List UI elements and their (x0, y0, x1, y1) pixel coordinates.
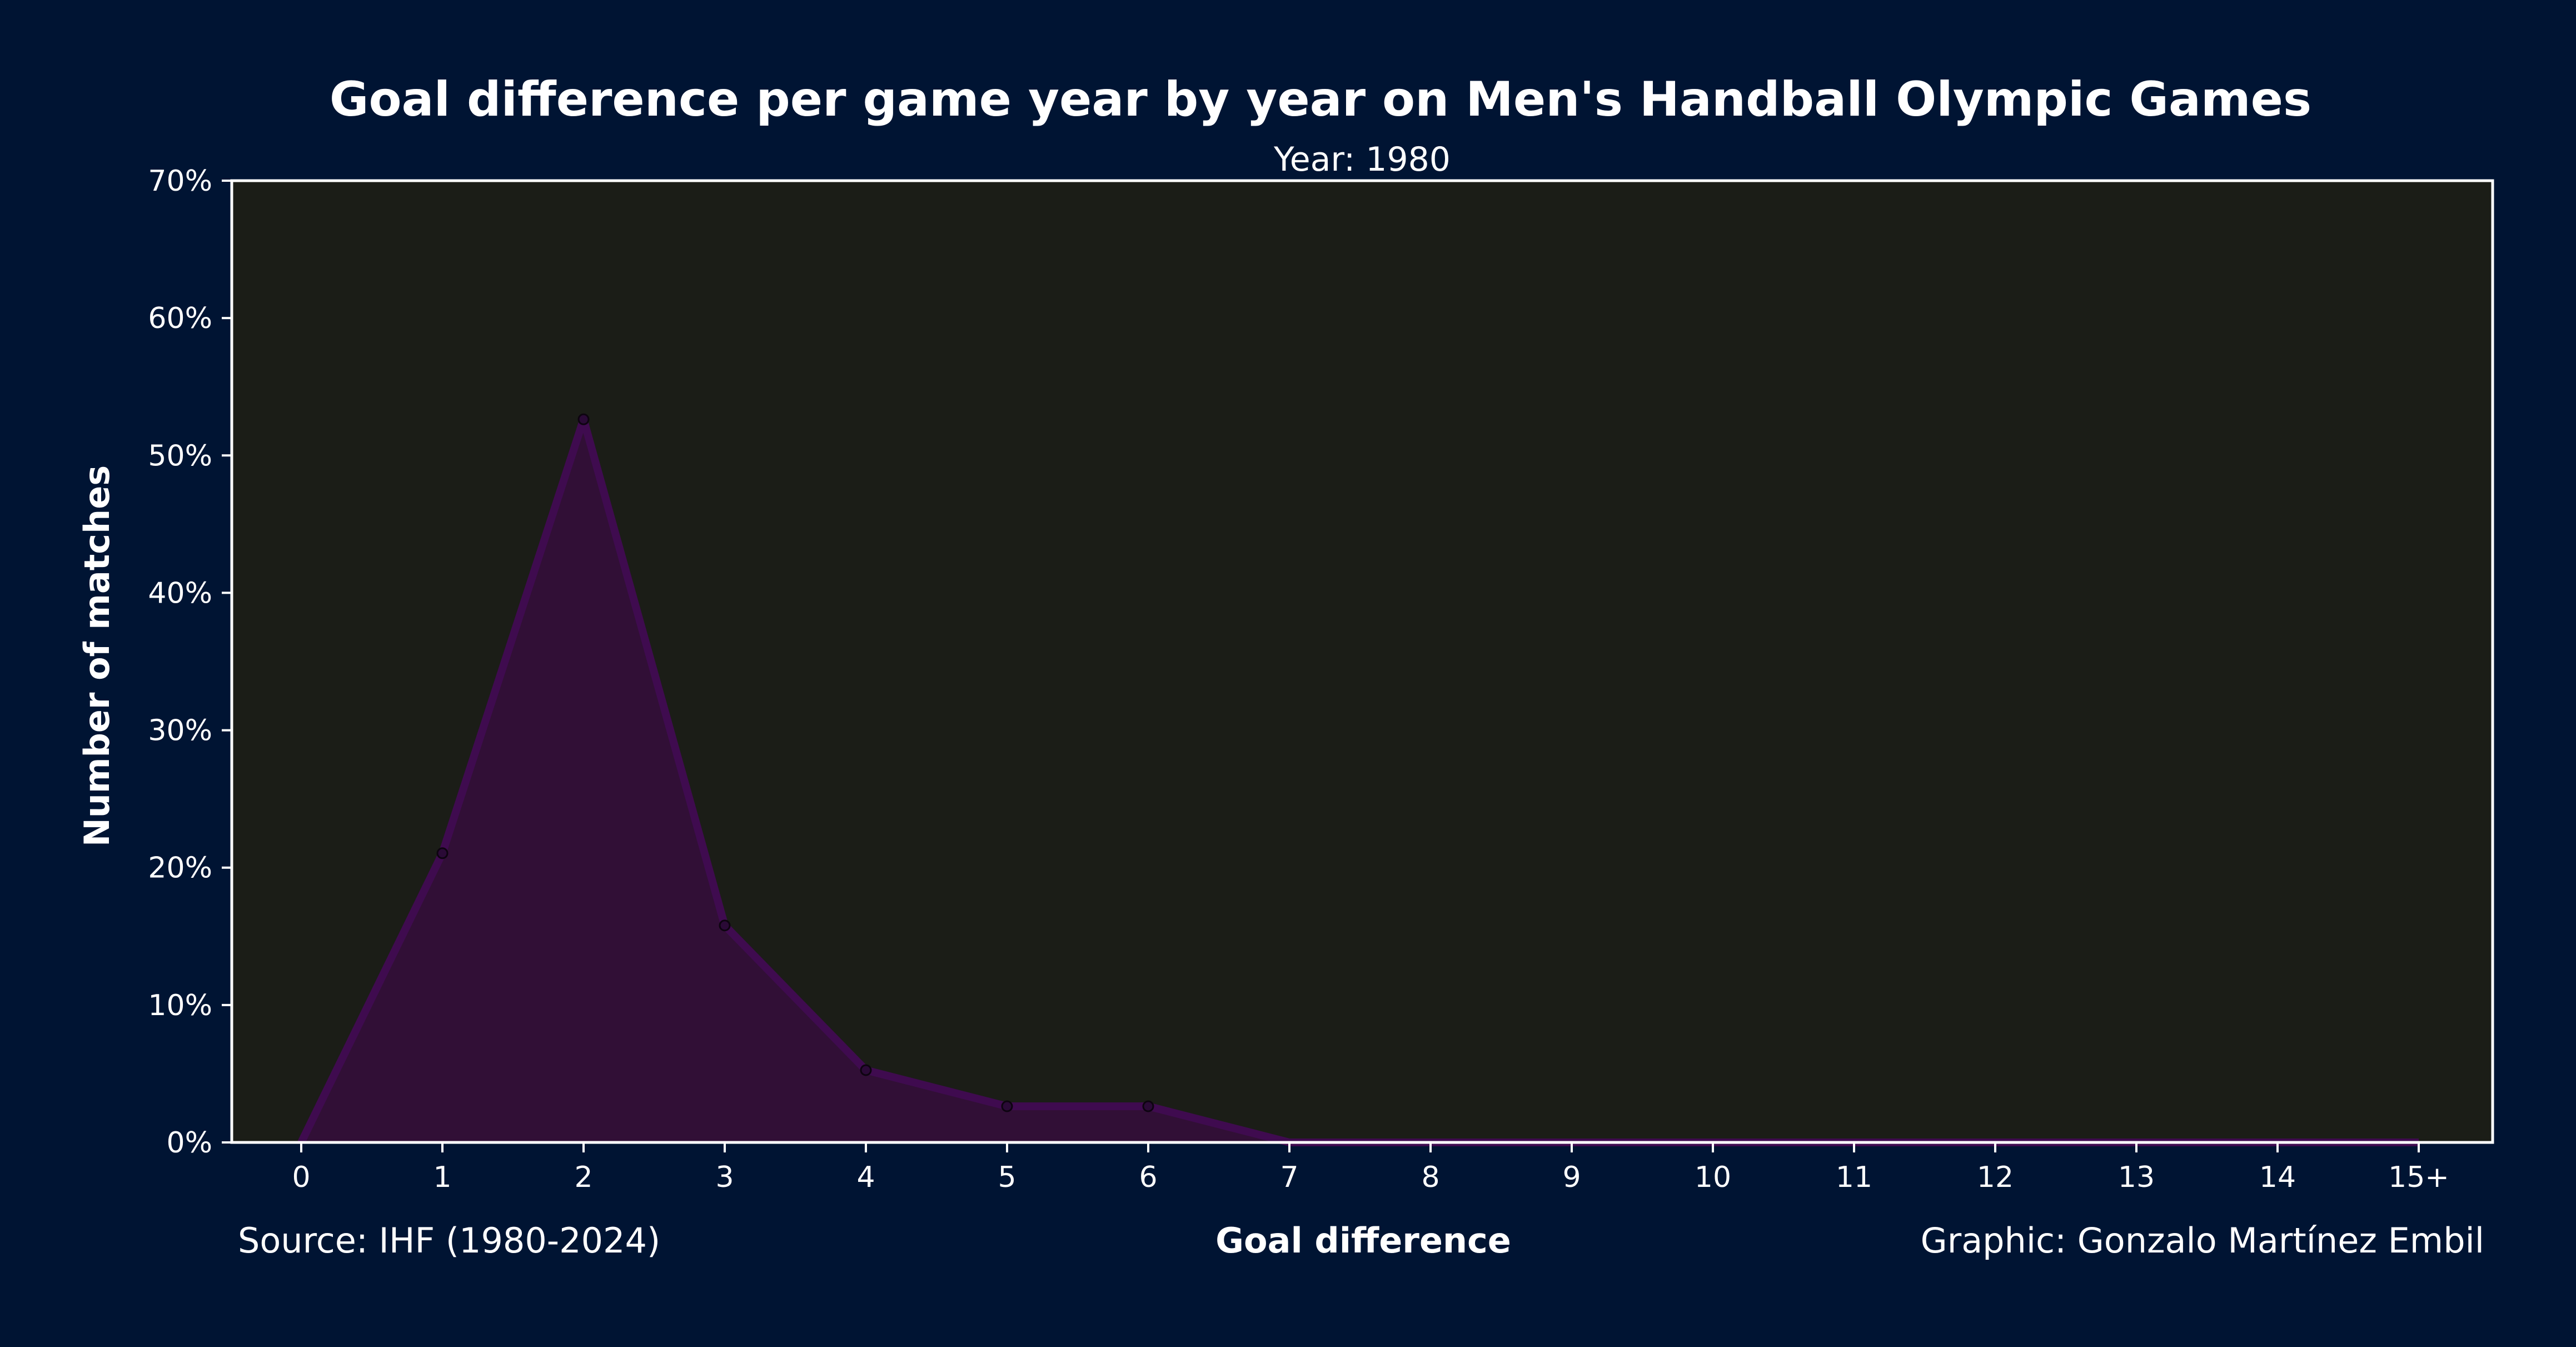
x-tick-label: 11 (1836, 1161, 1872, 1194)
data-point (577, 413, 590, 425)
x-tick-label: 2 (574, 1161, 592, 1194)
x-tick-label: 13 (2118, 1161, 2155, 1194)
x-tick-label: 15+ (2388, 1161, 2449, 1194)
x-tick-label: 5 (998, 1161, 1016, 1194)
x-tick-label: 7 (1280, 1161, 1298, 1194)
y-tick-label: 50% (148, 439, 212, 473)
chart-subtitle: Year: 1980 (1273, 140, 1451, 179)
y-tick-label: 40% (148, 576, 212, 610)
x-tick-label: 6 (1139, 1161, 1157, 1194)
y-tick-label: 20% (148, 852, 212, 885)
y-axis-ticks: 0% 10% 20% 30% 40% 50% 60% 70% (148, 165, 232, 1160)
plot-frame (230, 179, 2494, 1144)
x-tick-label: 0 (292, 1161, 310, 1194)
chart-title: Goal difference per game year by year on… (330, 72, 2311, 127)
x-tick-label: 9 (1562, 1161, 1581, 1194)
y-tick-label: 0% (167, 1126, 213, 1160)
x-axis-ticks: 0 1 2 3 4 5 6 7 8 9 10 11 12 13 14 15+ (292, 1142, 2449, 1194)
area-fill (301, 419, 2419, 1143)
data-point (860, 1064, 872, 1076)
x-tick-label: 8 (1421, 1161, 1439, 1194)
data-point (436, 847, 449, 859)
data-point (1142, 1100, 1154, 1112)
credit-note: Graphic: Gonzalo Martínez Embil (1921, 1220, 2484, 1261)
data-point (1001, 1100, 1013, 1112)
y-tick-label: 30% (148, 714, 212, 748)
x-tick-label: 12 (1977, 1161, 2014, 1194)
y-tick-label: 10% (148, 989, 212, 1022)
source-note: Source: IHF (1980-2024) (238, 1220, 660, 1261)
y-tick-label: 70% (148, 165, 212, 198)
x-tick-label: 4 (856, 1161, 875, 1194)
x-tick-label: 1 (433, 1161, 451, 1194)
x-tick-label: 3 (715, 1161, 734, 1194)
x-axis-label: Goal difference (1215, 1220, 1511, 1261)
y-axis-label: Number of matches (77, 465, 117, 847)
x-tick-label: 14 (2259, 1161, 2296, 1194)
data-point (719, 919, 731, 932)
y-tick-label: 60% (148, 302, 212, 335)
x-tick-label: 10 (1695, 1161, 1731, 1194)
data-markers (436, 413, 1154, 1112)
